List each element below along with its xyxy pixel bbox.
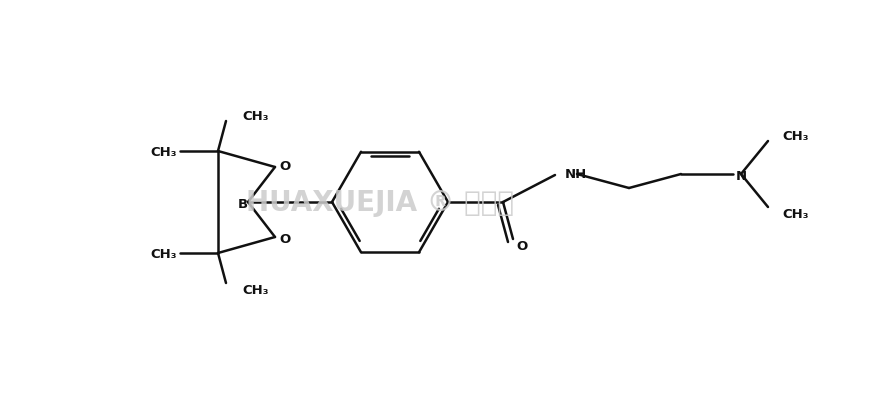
Text: CH₃: CH₃ xyxy=(782,129,809,142)
Text: CH₃: CH₃ xyxy=(150,247,177,260)
Text: CH₃: CH₃ xyxy=(242,283,269,296)
Text: O: O xyxy=(516,240,528,253)
Text: HUAXUEJIA ® 化学加: HUAXUEJIA ® 化学加 xyxy=(246,189,514,216)
Text: O: O xyxy=(279,159,291,172)
Text: CH₃: CH₃ xyxy=(242,109,269,122)
Text: NH: NH xyxy=(565,168,587,181)
Text: CH₃: CH₃ xyxy=(782,207,809,220)
Text: B: B xyxy=(238,197,248,210)
Text: CH₃: CH₃ xyxy=(150,145,177,158)
Text: N: N xyxy=(736,169,747,182)
Text: O: O xyxy=(279,233,291,246)
